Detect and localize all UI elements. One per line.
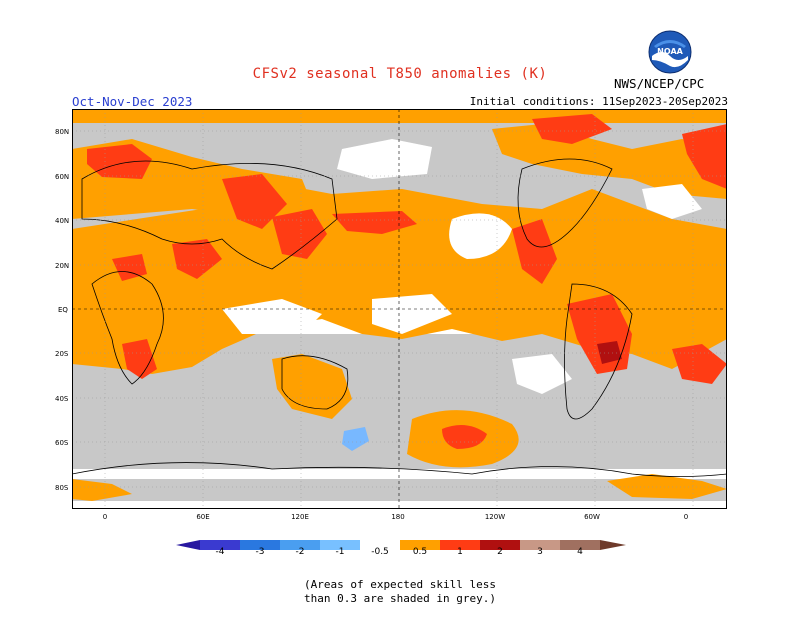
map-frame	[72, 109, 727, 509]
near-zero-regions	[222, 139, 702, 394]
colorbar-swatch	[560, 540, 600, 550]
coastlines	[71, 158, 728, 477]
lat-label: 60N	[55, 173, 70, 181]
skill-footnote-line2: than 0.3 are shaded in grey.)	[303, 592, 497, 605]
colorbar-swatch	[320, 540, 360, 550]
skill-footnote-line1: (Areas of expected skill less	[303, 578, 497, 591]
anomaly-1-to-2	[87, 114, 727, 449]
colorbar-swatch	[520, 540, 560, 550]
colorbar-swatch	[360, 540, 400, 550]
colorbar-label: -3	[255, 547, 265, 557]
noaa-logo-icon: NOAA	[648, 30, 692, 74]
colorbar-label: 3	[537, 547, 543, 557]
lat-label: 40S	[55, 395, 69, 403]
colorbar-swatch	[200, 540, 240, 550]
lon-label: 180	[391, 513, 405, 521]
noaa-logo-text: NOAA	[657, 47, 683, 56]
lon-label: 60E	[196, 513, 210, 521]
colorbar-label: 4	[577, 547, 583, 557]
colorbar-low-arrow	[176, 540, 200, 550]
colorbar-swatch	[440, 540, 480, 550]
anomaly-neg-0-5-to-1	[342, 427, 369, 451]
colorbar-swatch	[400, 540, 440, 550]
lon-label: 60W	[584, 513, 600, 521]
colorbar-swatch	[280, 540, 320, 550]
lat-label: 20N	[55, 262, 70, 270]
anomaly-2-to-3	[597, 341, 622, 364]
initial-conditions: Initial conditions: 11Sep2023-20Sep2023	[469, 95, 728, 108]
colorbar-label: -0.5	[371, 547, 389, 557]
lat-label: 80S	[55, 484, 69, 492]
map-graticule	[72, 109, 727, 509]
lat-label: 60S	[55, 439, 69, 447]
lat-label: 20S	[55, 350, 69, 358]
lon-label: 120W	[484, 513, 506, 521]
forecast-period: Oct-Nov-Dec 2023	[72, 94, 193, 109]
colorbar-label: 2	[497, 547, 503, 557]
map-grid	[72, 109, 727, 509]
colorbar	[176, 536, 626, 550]
colorbar-swatch	[480, 540, 520, 550]
lat-label: 40N	[55, 217, 70, 225]
colorbar-high-arrow	[600, 540, 626, 550]
agency-label: NWS/NCEP/CPC	[614, 76, 705, 91]
colorbar-label: -1	[335, 547, 345, 557]
colorbar-label: 1	[457, 547, 463, 557]
colorbar-swatch	[240, 540, 280, 550]
skill-footnote: (Areas of expected skill less than 0.3 a…	[0, 578, 800, 606]
map-title: CFSv2 seasonal T850 anomalies (K)	[252, 66, 548, 82]
lat-label: EQ	[58, 306, 68, 314]
lon-label: 120E	[291, 513, 309, 521]
lon-label: 0	[102, 513, 108, 521]
colorbar-label: 0.5	[412, 547, 428, 557]
colorbar-label: -2	[295, 547, 305, 557]
anomaly-map	[71, 109, 728, 509]
lat-label: 80N	[55, 128, 70, 136]
colorbar-label: -4	[215, 547, 225, 557]
lon-label: 0	[683, 513, 689, 521]
